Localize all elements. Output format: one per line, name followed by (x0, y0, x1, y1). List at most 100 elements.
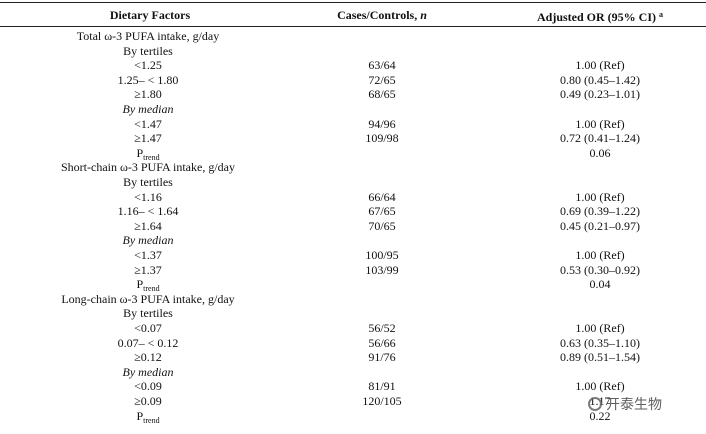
factor-text: 1.25– < 1.80 (117, 72, 179, 87)
factor-cell: ≥1.64 (134, 219, 162, 233)
header-cases: Cases/Controls, n (337, 8, 427, 22)
factor-cell: ≥1.80 (134, 87, 162, 101)
factor-text: Short-chain ω-3 PUFA intake, g/day (61, 160, 235, 175)
factor-text: ≥0.12 (134, 350, 162, 365)
cases-cell: 63/64 (368, 58, 396, 73)
factor-text: By median (122, 233, 174, 248)
factor-cell: Ptrend (136, 146, 159, 165)
header-cases-text: Cases/Controls, (337, 8, 418, 22)
factor-cell: 1.16– < 1.64 (118, 204, 179, 218)
cases-cell: 100/95 (365, 248, 399, 262)
or-cell: 1.00 (Ref) (575, 116, 625, 131)
factor-cell: ≥0.09 (134, 394, 162, 408)
factor-text: ≥1.64 (134, 218, 162, 233)
factor-text: Long-chain ω-3 PUFA intake, g/day (61, 291, 235, 306)
watermark: 开泰生物 (588, 394, 662, 414)
cases-cell: 120/105 (362, 394, 402, 408)
factor-text: By tertiles (123, 175, 173, 189)
factor-text: By tertiles (123, 306, 173, 321)
or-cell: 1.00 (Ref) (575, 189, 625, 204)
or-cell: 1.00 (Ref) (575, 321, 625, 335)
factor-cell: Long-chain ω-3 PUFA intake, g/day (61, 292, 234, 306)
factor-cell: Total ω-3 PUFA intake, g/day (77, 29, 220, 43)
factor-cell: <1.37 (134, 248, 162, 262)
factor-text: <0.07 (134, 321, 162, 335)
factor-cell: Ptrend (136, 409, 159, 428)
header-cases-n: n (420, 8, 427, 22)
header-factor: Dietary Factors (109, 8, 191, 22)
cases-cell: 66/64 (368, 189, 396, 204)
watermark-text: 开泰生物 (606, 397, 662, 413)
cases-cell: 56/66 (368, 335, 396, 350)
top-rule (0, 2, 706, 3)
or-cell: 1.00 (Ref) (575, 58, 625, 73)
factor-text: 1.16– < 1.64 (117, 204, 179, 219)
factor-cell: Short-chain ω-3 PUFA intake, g/day (61, 160, 235, 174)
factor-text: By median (122, 364, 174, 379)
or-cell: 0.80 (0.45–1.42) (560, 72, 640, 87)
factor-text: 0.07– < 0.12 (117, 335, 179, 350)
factor-text: P (136, 145, 144, 160)
header-rule (0, 26, 706, 27)
cases-cell: 68/65 (368, 87, 396, 102)
factor-text: By tertiles (123, 43, 173, 58)
factor-text: ≥0.09 (134, 394, 162, 408)
or-cell: 0.72 (0.41–1.24) (560, 131, 640, 146)
factor-subscript: trend (143, 415, 160, 425)
factor-cell: Ptrend (136, 277, 159, 296)
factor-cell: <0.07 (134, 321, 162, 335)
factor-cell: ≥1.37 (134, 263, 162, 277)
cases-cell: 67/65 (368, 204, 396, 219)
or-cell: 0.49 (0.23–1.01) (560, 87, 640, 102)
factor-text: ≥1.80 (134, 87, 162, 102)
or-cell: 0.06 (589, 145, 611, 160)
factor-cell: <0.09 (134, 379, 162, 393)
factor-cell: By tertiles (123, 44, 173, 58)
factor-cell: By median (123, 365, 174, 379)
factor-text: <0.09 (134, 379, 162, 394)
factor-cell: ≥0.12 (134, 350, 162, 364)
cases-cell: 81/91 (368, 379, 396, 394)
factor-text: ≥1.37 (134, 262, 162, 277)
factor-cell: By tertiles (123, 306, 173, 320)
factor-text: By median (122, 102, 174, 116)
factor-cell: By tertiles (123, 175, 173, 189)
factor-text: P (136, 277, 144, 292)
factor-cell: By median (123, 102, 174, 116)
cases-cell: 109/98 (365, 131, 399, 146)
factor-text: ≥1.47 (134, 131, 162, 146)
factor-cell: ≥1.47 (134, 131, 162, 145)
factor-text: <1.47 (134, 116, 162, 131)
header-or: Adjusted OR (95% CI) a (537, 8, 663, 24)
cases-cell: 103/99 (365, 262, 399, 277)
or-cell: 0.04 (589, 277, 611, 292)
cases-cell: 56/52 (368, 321, 396, 335)
or-cell: 0.22 (589, 408, 611, 423)
header-or-text: Adjusted OR (95% CI) (536, 10, 657, 24)
watermark-icon (588, 397, 602, 411)
cases-cell: 94/96 (368, 116, 396, 131)
or-cell: 0.63 (0.35–1.10) (560, 335, 640, 350)
factor-subscript: trend (143, 152, 160, 162)
factor-subscript: trend (143, 284, 160, 294)
factor-text: <1.37 (134, 248, 162, 262)
or-cell: 0.53 (0.30–0.92) (560, 262, 640, 277)
factor-text: Total ω-3 PUFA intake, g/day (76, 29, 220, 43)
factor-text: <1.25 (134, 58, 162, 73)
or-cell: 1.00 (Ref) (575, 248, 625, 262)
or-cell: 0.89 (0.51–1.54) (560, 350, 640, 365)
cases-cell: 70/65 (368, 218, 396, 233)
header-or-note: a (659, 10, 664, 19)
or-cell: 0.45 (0.21–0.97) (560, 218, 640, 233)
cases-cell: 91/76 (368, 350, 396, 365)
factor-cell: <1.16 (134, 190, 162, 204)
factor-cell: <1.47 (134, 117, 162, 131)
factor-cell: 0.07– < 0.12 (118, 336, 179, 350)
cases-cell: 72/65 (368, 72, 396, 87)
factor-text: <1.16 (134, 189, 162, 204)
factor-cell: 1.25– < 1.80 (118, 73, 179, 87)
or-cell: 0.69 (0.39–1.22) (560, 204, 640, 219)
or-cell: 1.00 (Ref) (575, 379, 625, 394)
factor-cell: By median (123, 233, 174, 247)
